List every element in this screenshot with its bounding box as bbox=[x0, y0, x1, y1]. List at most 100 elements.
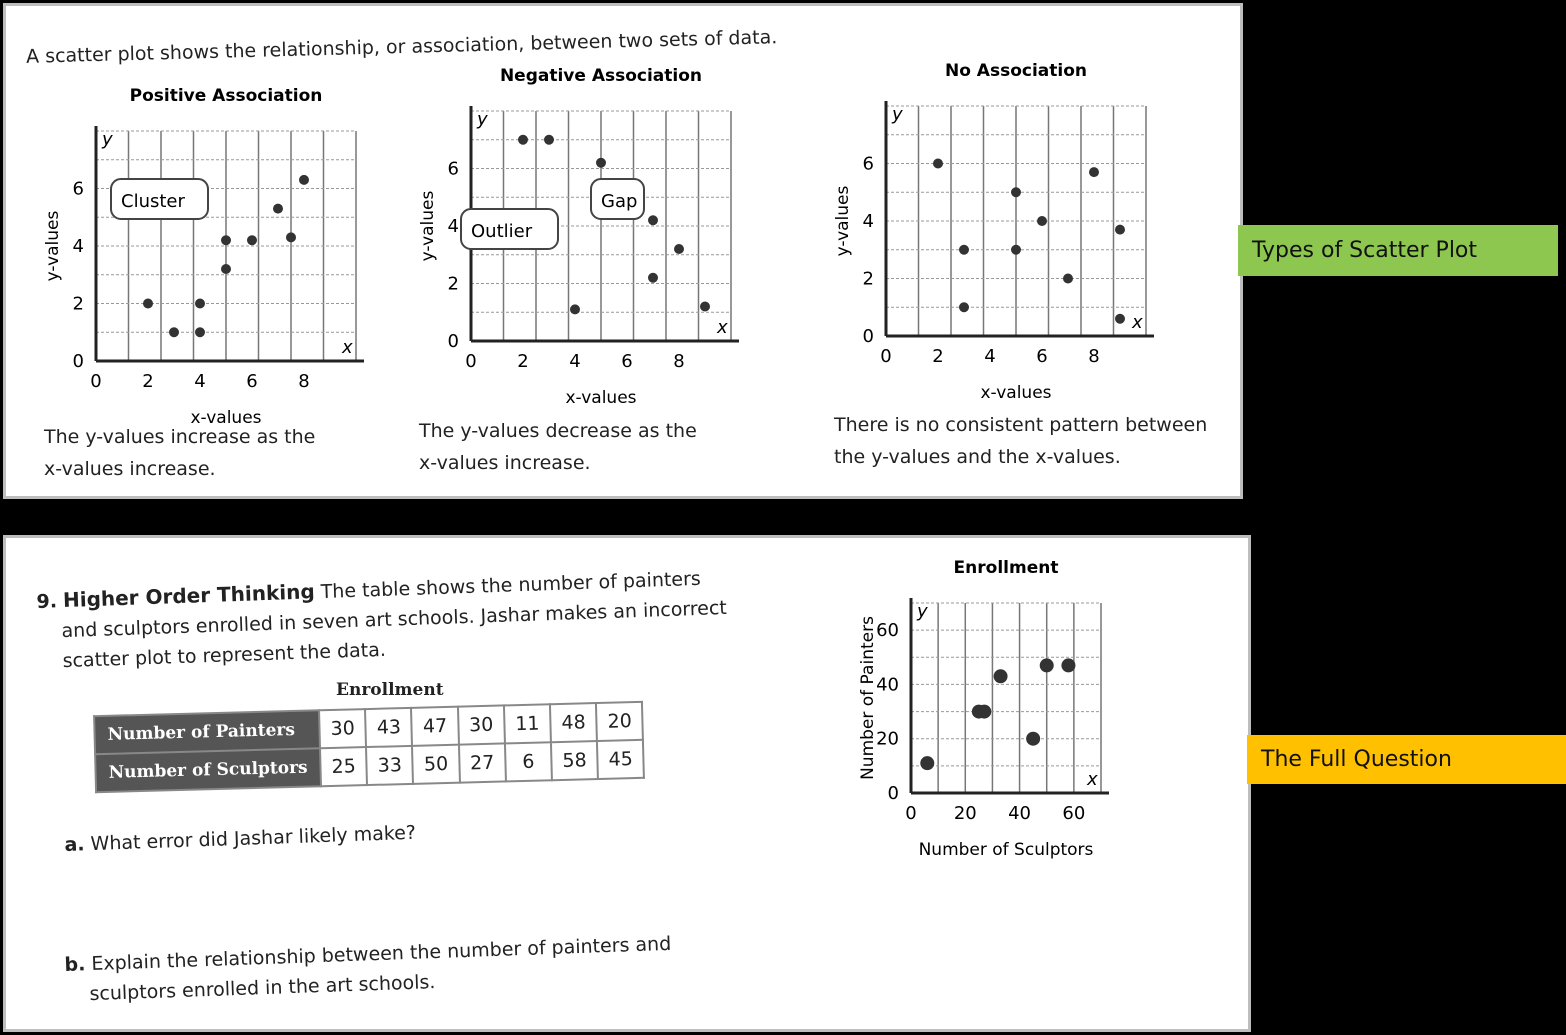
label-types-of-scatter-plot: Types of Scatter Plot bbox=[1238, 225, 1558, 276]
y-axis-letter: y bbox=[891, 104, 903, 125]
y-tick-label: 0 bbox=[863, 326, 874, 347]
y-tick-label: 4 bbox=[73, 236, 84, 257]
data-point bbox=[959, 244, 969, 255]
y-tick-label: 4 bbox=[448, 216, 459, 237]
part-a: a. What error did Jashar likely make? bbox=[64, 818, 416, 860]
x-tick-label: 60 bbox=[1062, 803, 1085, 824]
y-tick-label: 0 bbox=[73, 351, 84, 372]
data-point bbox=[247, 235, 257, 246]
data-point bbox=[221, 235, 231, 246]
y-axis-label: y-values bbox=[43, 210, 63, 281]
x-axis-label: x-values bbox=[980, 383, 1051, 403]
scatter-plot: x y 0 20 40 60 0 20 40 60 Number of Sculptors Numbe… bbox=[858, 558, 1109, 860]
table-cell: 58 bbox=[550, 741, 599, 781]
part-label: b. bbox=[64, 953, 86, 976]
data-point bbox=[221, 264, 231, 274]
x-axis-letter: x bbox=[716, 317, 728, 338]
data-point bbox=[1063, 273, 1073, 284]
question-heading: Higher Order Thinking bbox=[62, 579, 316, 613]
data-point bbox=[674, 244, 684, 254]
part-a-text: What error did Jashar likely make? bbox=[90, 821, 417, 856]
x-tick-label: 20 bbox=[954, 803, 977, 824]
table-cell: 27 bbox=[458, 743, 506, 783]
table-cell: 20 bbox=[596, 701, 644, 742]
callout-outlier: Outlier bbox=[471, 221, 533, 242]
scatter-plot: x y 0 2 4 6 8 0 2 4 6 x-values y-values No Associatio… bbox=[833, 61, 1154, 403]
chart-title: Enrollment bbox=[954, 558, 1059, 578]
y-tick-label: 0 bbox=[888, 783, 899, 804]
row-header: Number of Sculptors bbox=[95, 748, 322, 793]
x-axis-label: Number of Sculptors bbox=[919, 840, 1094, 860]
chart-title: No Association bbox=[945, 61, 1087, 81]
part-b: b. Explain the relationship between the … bbox=[64, 929, 673, 1010]
y-tick-label: 6 bbox=[863, 154, 874, 175]
scatter-plot: x y 0 2 4 6 8 0 2 4 6 x-values y-values Negative Asso… bbox=[418, 66, 739, 408]
chart-caption: The y-values increase as the bbox=[44, 426, 316, 448]
x-tick-label: 0 bbox=[465, 351, 476, 372]
data-point bbox=[1061, 658, 1076, 673]
data-point bbox=[920, 756, 935, 771]
chart-caption: There is no consistent pattern between bbox=[834, 414, 1208, 436]
y-axis-label: Number of Painters bbox=[858, 616, 878, 780]
x-axis-letter: x bbox=[341, 337, 353, 358]
data-point bbox=[195, 298, 205, 309]
table-cell: 25 bbox=[320, 747, 368, 787]
x-tick-label: 6 bbox=[1036, 346, 1047, 367]
data-point bbox=[1115, 224, 1125, 235]
table-cell: 33 bbox=[366, 745, 414, 786]
x-axis-letter: x bbox=[1086, 769, 1098, 790]
data-point bbox=[1011, 187, 1021, 198]
data-point bbox=[648, 272, 658, 283]
enrollment-table: Number of Painters 30 43 47 30 11 48 20 Number … bbox=[93, 701, 645, 793]
x-tick-label: 0 bbox=[905, 803, 916, 824]
callout-bubble bbox=[460, 208, 559, 250]
data-point bbox=[195, 327, 205, 338]
x-tick-label: 6 bbox=[246, 371, 257, 392]
y-tick-label: 0 bbox=[448, 331, 459, 352]
callout-cluster: Cluster bbox=[121, 191, 185, 212]
data-point bbox=[299, 174, 309, 185]
data-point bbox=[1089, 167, 1099, 178]
table-cell: 6 bbox=[504, 742, 552, 782]
data-point bbox=[143, 298, 153, 309]
question-panel: 9. Higher Order Thinking The table shows… bbox=[3, 535, 1251, 1032]
question-text: 9. Higher Order Thinking The table shows… bbox=[36, 562, 728, 677]
chart-caption: The y-values decrease as the bbox=[419, 420, 697, 442]
table-cell: 47 bbox=[411, 706, 459, 746]
data-point bbox=[933, 158, 943, 169]
x-tick-label: 4 bbox=[984, 346, 995, 367]
x-tick-label: 0 bbox=[90, 371, 101, 392]
table-cell: 50 bbox=[412, 744, 460, 784]
y-axis-letter: y bbox=[916, 601, 928, 622]
x-axis-letter: x bbox=[1131, 312, 1143, 333]
x-tick-label: 2 bbox=[142, 371, 153, 392]
data-point bbox=[1037, 216, 1047, 226]
table-title: Enrollment bbox=[336, 680, 444, 700]
x-tick-label: 0 bbox=[880, 346, 891, 367]
y-tick-label: 4 bbox=[863, 211, 874, 232]
part-label: a. bbox=[64, 833, 85, 856]
y-tick-label: 2 bbox=[448, 274, 459, 295]
callout-bubble bbox=[590, 178, 645, 220]
data-point bbox=[993, 669, 1008, 684]
x-axis-label: x-values bbox=[565, 388, 636, 408]
question-number: 9. bbox=[36, 590, 58, 613]
table-cell: 48 bbox=[549, 703, 598, 743]
x-tick-label: 4 bbox=[569, 351, 580, 372]
y-axis-label: y-values bbox=[833, 185, 853, 256]
scatter-types-panel: A scatter plot shows the relationship, o… bbox=[3, 3, 1243, 499]
data-point bbox=[273, 203, 283, 214]
chart-caption: the y-values and the x-values. bbox=[834, 446, 1121, 468]
data-point bbox=[544, 134, 554, 145]
y-tick-label: 60 bbox=[876, 620, 899, 641]
data-point bbox=[518, 134, 528, 145]
x-tick-label: 4 bbox=[194, 371, 205, 392]
callout-bubble bbox=[110, 178, 209, 220]
data-point bbox=[959, 302, 969, 313]
x-tick-label: 6 bbox=[621, 351, 632, 372]
chart-caption: x-values increase. bbox=[419, 452, 591, 474]
data-point bbox=[570, 304, 580, 315]
scatter-plot: x y 0 2 4 6 8 0 2 4 6 x-values y-values Positive Asso… bbox=[43, 86, 364, 428]
chart-title: Positive Association bbox=[130, 86, 323, 106]
x-tick-label: 40 bbox=[1008, 803, 1031, 824]
